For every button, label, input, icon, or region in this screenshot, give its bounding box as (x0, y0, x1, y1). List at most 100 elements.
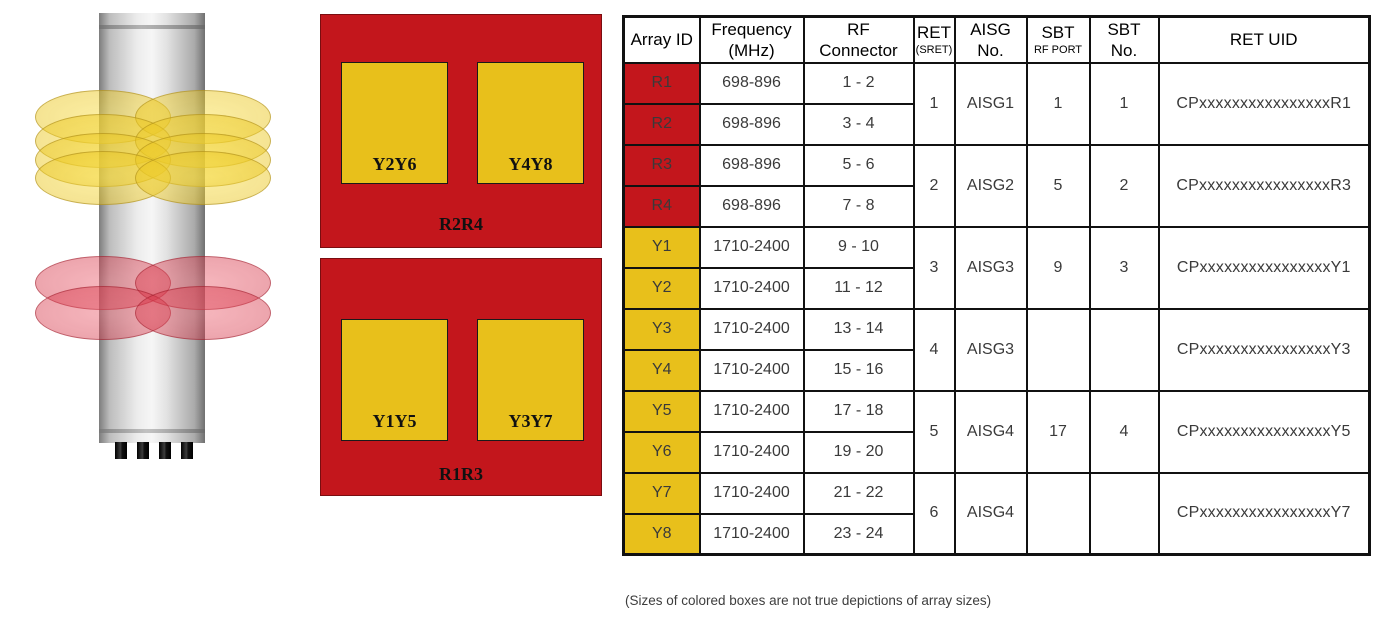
rf-connector-cell: 3 - 4 (802, 102, 915, 146)
ret-cell: 4 (912, 307, 956, 392)
ret-cell: 6 (912, 471, 956, 556)
array-cell-label: Y4Y8 (508, 154, 553, 174)
frequency-cell: 698-896 (698, 143, 805, 187)
header-ret-sret: RET (SRET) (912, 15, 956, 64)
cylinder-top-cap (99, 25, 205, 29)
ret-cell: 5 (912, 389, 956, 474)
array-id-cell: Y3 (622, 307, 701, 351)
header-aisg-no: AISG No. (953, 15, 1028, 64)
cylinder-bottom-cap (99, 429, 205, 433)
antenna-connector-pin (159, 442, 171, 459)
red-beam-lobe (135, 286, 271, 340)
frequency-cell: 698-896 (698, 184, 805, 228)
sbt-rf-port-cell: 5 (1025, 143, 1091, 228)
antenna-beam-diagram (35, 8, 275, 468)
header-sbt-rf-port: SBT RF PORT (1025, 15, 1091, 64)
frequency-cell: 1710-2400 (698, 348, 805, 392)
array-id-cell: R1 (622, 61, 701, 105)
array-cell-label: Y1Y5 (372, 411, 417, 431)
table-row: R1 698-896 1 - 2 1 AISG1 1 1 CPxxxxxxxxx… (622, 61, 1371, 146)
sbt-no-cell: 3 (1088, 225, 1160, 310)
array-cell-y2y6: Y2Y6 (341, 62, 448, 184)
frequency-cell: 1710-2400 (698, 471, 805, 515)
array-id-cell: Y7 (622, 471, 701, 515)
ret-cell: 1 (912, 61, 956, 146)
table-row: Y5 1710-2400 17 - 18 5 AISG4 17 4 CPxxxx… (622, 389, 1371, 474)
array-id-cell: R2 (622, 102, 701, 146)
aisg-no-cell: AISG3 (953, 225, 1028, 310)
frequency-cell: 1710-2400 (698, 307, 805, 351)
array-id-cell: Y2 (622, 266, 701, 310)
frequency-cell: 698-896 (698, 102, 805, 146)
frequency-cell: 1710-2400 (698, 266, 805, 310)
ret-uid-cell: CPxxxxxxxxxxxxxxxxY5 (1157, 389, 1371, 474)
table-row: R4 698-896 7 - 8 (622, 184, 1370, 228)
ret-cell: 3 (912, 225, 956, 310)
header-frequency: Frequency (MHz) (698, 15, 805, 64)
ret-uid-cell: CPxxxxxxxxxxxxxxxxR1 (1157, 61, 1371, 146)
sbt-no-cell: 4 (1088, 389, 1160, 474)
ret-uid-cell: CPxxxxxxxxxxxxxxxxY7 (1157, 471, 1371, 556)
ret-cell: 2 (912, 143, 956, 228)
sbt-no-cell (1088, 471, 1160, 556)
sbt-rf-port-cell: 1 (1025, 61, 1091, 146)
rf-connector-cell: 9 - 10 (802, 225, 915, 269)
array-id-cell: Y1 (622, 225, 701, 269)
header-ret-uid: RET UID (1157, 15, 1371, 64)
sbt-no-cell (1088, 307, 1160, 392)
table-row: Y1 1710-2400 9 - 10 3 AISG3 9 3 CPxxxxxx… (622, 225, 1371, 310)
table-row: Y6 1710-2400 19 - 20 (622, 430, 1370, 474)
array-box-label: R2R4 (439, 214, 483, 234)
array-id-cell: R3 (622, 143, 701, 187)
yellow-beam-lobe (135, 151, 271, 205)
ret-uid-cell: CPxxxxxxxxxxxxxxxxR3 (1157, 143, 1371, 228)
frequency-cell: 698-896 (698, 61, 805, 105)
array-id-cell: Y8 (622, 512, 701, 556)
red-beam-lobe (35, 286, 171, 340)
ret-uid-cell: CPxxxxxxxxxxxxxxxxY1 (1157, 225, 1371, 310)
antenna-cylinder (99, 13, 205, 443)
rf-connector-cell: 7 - 8 (802, 184, 915, 228)
table-row: Y2 1710-2400 11 - 12 (622, 266, 1370, 310)
array-cell-y3y7: Y3Y7 (477, 319, 584, 441)
aisg-no-cell: AISG3 (953, 307, 1028, 392)
table-row: R3 698-896 5 - 6 2 AISG2 5 2 CPxxxxxxxxx… (622, 143, 1371, 228)
aisg-no-cell: AISG4 (953, 471, 1028, 556)
port-mapping-table: Array ID Frequency (MHz) RF Connector RET(… (622, 15, 1371, 556)
rf-connector-cell: 17 - 18 (802, 389, 915, 433)
array-id-cell: Y4 (622, 348, 701, 392)
rf-connector-cell: 11 - 12 (802, 266, 915, 310)
table-row: Y8 1710-2400 23 - 24 (622, 512, 1370, 556)
array-cell-label: Y2Y6 (372, 154, 417, 174)
frequency-cell: 1710-2400 (698, 389, 805, 433)
array-cell-label: Y3Y7 (508, 411, 553, 431)
rf-connector-cell: 13 - 14 (802, 307, 915, 351)
array-cell-y1y5: Y1Y5 (341, 319, 448, 441)
rf-connector-cell: 5 - 6 (802, 143, 915, 187)
frequency-cell: 1710-2400 (698, 225, 805, 269)
frequency-cell: 1710-2400 (698, 512, 805, 556)
sbt-no-cell: 2 (1088, 143, 1160, 228)
antenna-connector-pin (137, 442, 149, 459)
array-id-cell: Y5 (622, 389, 701, 433)
aisg-no-cell: AISG1 (953, 61, 1028, 146)
array-box-label: R1R3 (439, 464, 483, 484)
antenna-connector-pin (181, 442, 193, 459)
table-row: Y3 1710-2400 13 - 14 4 AISG3 CPxxxxxxxxx… (622, 307, 1371, 392)
array-id-cell: Y6 (622, 430, 701, 474)
sbt-rf-port-cell (1025, 471, 1091, 556)
header-rf-connector: RF Connector (802, 15, 915, 64)
sbt-rf-port-cell (1025, 307, 1091, 392)
array-cell-y4y8: Y4Y8 (477, 62, 584, 184)
rf-connector-cell: 21 - 22 (802, 471, 915, 515)
rf-connector-cell: 19 - 20 (802, 430, 915, 474)
sbt-rf-port-cell: 9 (1025, 225, 1091, 310)
array-box-r2r4: Y2Y6 Y4Y8 R2R4 (320, 14, 602, 248)
table-row: R2 698-896 3 - 4 (622, 102, 1370, 146)
footnote-caption: (Sizes of colored boxes are not true dep… (625, 593, 992, 608)
table-row: Y4 1710-2400 15 - 16 (622, 348, 1370, 392)
ret-uid-cell: CPxxxxxxxxxxxxxxxxY3 (1157, 307, 1371, 392)
header-array-id: Array ID (622, 15, 701, 64)
rf-connector-cell: 1 - 2 (802, 61, 915, 105)
